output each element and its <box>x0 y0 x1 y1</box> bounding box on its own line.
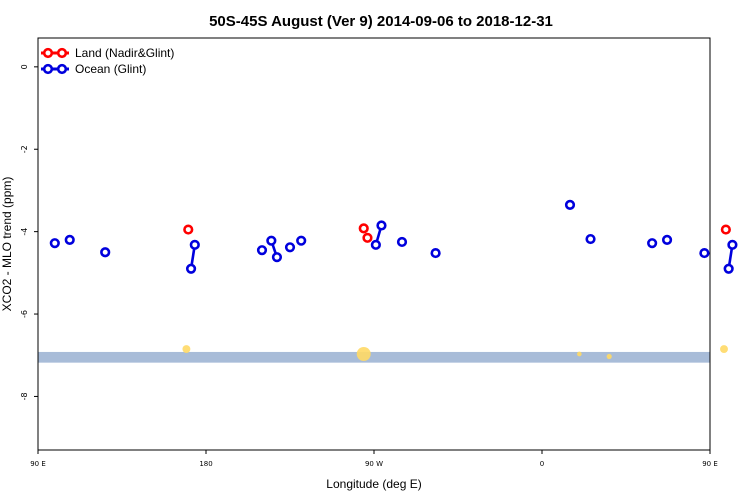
ocean-point <box>256 245 268 256</box>
ocean-point <box>723 263 734 274</box>
ocean-point <box>699 247 710 259</box>
y-tick-label: -8 <box>20 392 29 400</box>
coverage-marker <box>720 345 728 354</box>
chart-title: 50S-45S August (Ver 9) 2014-09-06 to 201… <box>209 13 553 30</box>
ocean-point <box>189 239 200 250</box>
x-axis-ticks: 90 E 180 90 W 0 90 E <box>30 450 718 468</box>
ocean-point <box>266 235 277 246</box>
land-point <box>720 224 731 235</box>
coverage-marker <box>182 345 191 354</box>
ocean-point <box>64 234 75 245</box>
x-tick-label: 90 E <box>30 460 46 468</box>
ocean-point <box>271 252 283 263</box>
legend-ocean-marker <box>56 63 68 75</box>
ocean-point <box>49 238 60 249</box>
ocean-point <box>430 247 441 259</box>
ocean-point <box>370 239 381 250</box>
y-tick-label: 0 <box>20 64 29 69</box>
ocean-point <box>396 236 408 248</box>
legend-land-label: Land (Nadir&Glint) <box>75 46 174 60</box>
coverage-marker <box>606 353 612 360</box>
y-axis-label: XCO2 - MLO trend (ppm) <box>0 177 14 312</box>
point-layer <box>49 199 738 274</box>
x-tick-label: 90 E <box>702 460 718 468</box>
y-tick-label: -2 <box>20 145 29 153</box>
land-point <box>362 232 373 243</box>
x-tick-label: 0 <box>540 460 544 468</box>
land-point <box>183 224 194 235</box>
ocean-point <box>585 233 596 245</box>
coverage-band <box>38 351 710 363</box>
ocean-point <box>661 234 673 245</box>
legend-entry-land: Land (Nadir&Glint) <box>41 46 174 60</box>
legend-ocean-marker <box>42 63 54 75</box>
ocean-point <box>727 239 738 250</box>
x-tick-label: 180 <box>199 460 212 468</box>
legend: Land (Nadir&Glint) Ocean (Glint) <box>41 46 174 76</box>
x-tick-label: 90 W <box>365 460 383 468</box>
ocean-point <box>647 238 658 249</box>
ocean-point <box>296 235 307 246</box>
y-tick-label: -6 <box>20 310 29 318</box>
land-point <box>358 223 369 234</box>
ocean-point <box>284 242 296 253</box>
ocean-point <box>564 199 576 210</box>
legend-entry-ocean: Ocean (Glint) <box>41 62 146 76</box>
legend-ocean-label: Ocean (Glint) <box>75 62 146 76</box>
legend-land-marker <box>56 47 68 59</box>
coverage-marker <box>577 351 582 357</box>
legend-land-marker <box>42 47 54 59</box>
y-axis-ticks: 0 -2 -4 -6 -8 <box>20 64 38 400</box>
ocean-point <box>376 220 387 231</box>
ocean-point <box>100 247 111 258</box>
x-axis-label: Longitude (deg E) <box>326 477 421 491</box>
ocean-point <box>185 263 197 274</box>
band-layer <box>38 345 728 363</box>
y-tick-label: -4 <box>20 228 29 236</box>
coverage-marker <box>356 347 371 362</box>
